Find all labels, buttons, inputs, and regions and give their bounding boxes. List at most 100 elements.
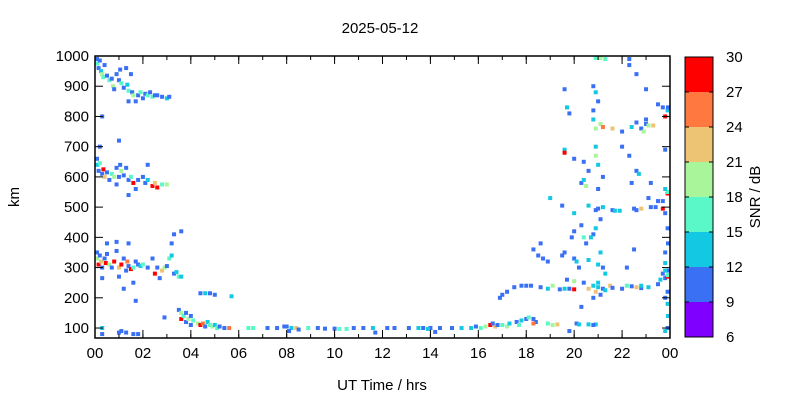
data-point [114,182,119,187]
data-point [128,174,133,179]
colorbar-bin [685,197,713,232]
data-point [579,304,584,309]
data-point [406,326,411,331]
data-point [179,274,184,279]
data-point [150,256,155,261]
data-point [118,67,123,72]
data-point [531,247,536,252]
data-point [572,156,577,161]
data-point [116,265,121,270]
x-tick-label: 18 [518,345,535,362]
data-point [627,63,632,68]
data-point [104,241,109,246]
data-point [188,323,193,328]
y-axis-label: km [6,187,23,207]
data-point [98,69,103,74]
data-point [96,262,101,267]
data-point [644,117,649,122]
data-point [591,84,596,89]
data-point [663,276,668,281]
data-point [593,322,598,327]
data-point [162,265,167,270]
data-point [663,186,668,191]
data-point [121,256,126,261]
data-point [493,324,498,329]
data-point [478,326,483,331]
data-point [109,171,114,176]
data-point [121,173,126,178]
data-point [287,329,292,334]
data-point [576,322,581,327]
data-point [591,283,596,288]
data-point [666,273,670,278]
data-point [529,283,534,288]
data-point [188,313,193,318]
data-point [104,251,109,256]
data-point [289,326,294,331]
data-point [275,326,280,331]
data-point [555,322,560,327]
data-point [438,326,442,331]
data-point [536,253,541,258]
data-point [663,211,668,216]
data-point [179,316,184,321]
data-point [126,264,131,269]
data-point [128,72,133,77]
data-point [634,72,639,77]
colorbar-bin [685,57,713,92]
data-point [116,138,121,143]
data-point [136,262,141,267]
colorbar-bin [685,267,713,302]
data-point [222,326,227,331]
data-point [101,75,106,80]
data-point [531,316,536,321]
data-point [596,285,601,290]
data-point [95,162,100,167]
data-point [517,323,522,328]
data-point [109,265,114,270]
y-tick-label: 800 [64,108,89,125]
data-point [593,90,598,95]
data-point [104,170,109,175]
data-point [660,105,665,110]
data-point [212,323,217,328]
data-point [581,159,586,164]
data-point [596,99,601,104]
data-point [284,324,289,329]
data-point [119,262,124,267]
data-point [497,295,502,300]
data-point [564,105,569,110]
data-point [603,57,608,62]
data-point [449,326,454,331]
data-point [627,153,632,158]
data-point [96,66,101,71]
data-point [136,177,141,182]
data-point [344,326,349,331]
data-point [152,180,157,185]
data-point [126,177,131,182]
data-point [124,66,129,71]
data-point [596,262,601,267]
data-point [469,326,474,331]
data-point [116,174,121,179]
data-point [323,326,327,331]
data-point [152,93,157,98]
data-point [155,93,160,98]
data-point [114,72,119,77]
data-point [306,326,311,331]
colorbar-bin [685,127,713,162]
data-point [644,87,649,92]
data-point [627,57,632,62]
data-point [169,241,174,246]
data-point [121,286,126,291]
data-point [526,315,531,320]
data-point [121,85,126,90]
data-point [198,291,203,296]
data-point [136,332,141,337]
data-point [282,324,287,329]
data-point [98,259,103,264]
x-tick-label: 14 [422,345,439,362]
data-point [624,265,629,270]
data-point [596,186,601,191]
data-point [653,205,658,210]
